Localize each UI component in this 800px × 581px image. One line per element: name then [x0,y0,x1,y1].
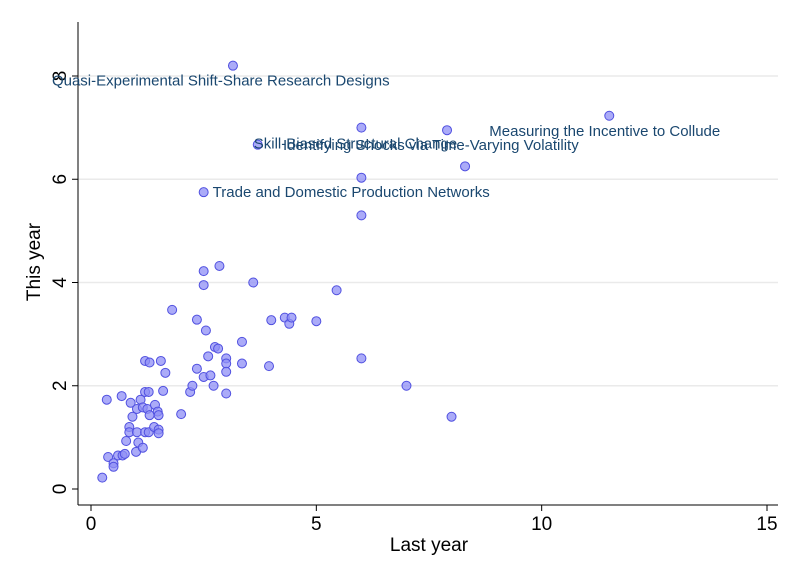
scatter-point [266,315,277,326]
y-axis-title: This year [24,222,45,301]
x-tick-label: 10 [531,514,552,535]
scatter-point [198,187,209,198]
point-annotation: Trade and Domestic Production Networks [213,184,490,201]
scatter-point [97,472,108,483]
scatter-point [286,312,297,323]
scatter-point [160,367,171,378]
axes [77,22,778,506]
scatter-point [137,442,148,453]
scatter-point [264,361,275,372]
point-annotation: Quasi-Experimental Shift-Share Research … [52,73,390,90]
scatter-point [187,380,198,391]
point-annotation: Skill-Biased Structural Change [254,136,457,153]
scatter-point [401,380,412,391]
y-ticks: 0 2 4 6 8 [50,71,78,495]
y-tick-label: 0 [50,484,71,495]
y-tick-label: 6 [50,174,71,185]
scatter-point [158,385,169,396]
scatter-point [221,388,232,399]
scatter-point [176,409,187,420]
scatter-point [356,210,367,221]
scatter-point [203,351,214,362]
scatter-point [119,448,130,459]
scatter-point [144,357,155,368]
x-tick-label: 5 [311,514,322,535]
scatter-point [116,391,127,402]
scatter-point [103,451,114,462]
data-points [97,60,615,483]
scatter-point [356,172,367,183]
scatter-point [191,363,202,374]
x-ticks: 0 5 10 15 [86,505,778,535]
x-axis-title: Last year [390,535,469,556]
scatter-point [121,435,132,446]
scatter-point [248,277,259,288]
scatter-point [252,139,263,150]
scatter-point [108,461,119,472]
scatter-point [127,411,138,422]
scatter-point [446,411,457,422]
scatter-point [200,325,211,336]
scatter-point [331,285,342,296]
scatter-point [356,122,367,133]
annotations: Quasi-Experimental Shift-Share Research … [52,73,720,201]
scatter-point [125,397,136,408]
scatter-point [356,353,367,364]
scatter-point [604,110,615,121]
scatter-point [205,370,216,381]
scatter-point [442,125,453,136]
scatter-point [101,394,112,405]
point-annotation: Identifying Shocks via Time-Varying Vola… [283,137,579,154]
scatter-point [236,358,247,369]
y-tick-label: 2 [50,380,71,391]
scatter-point [236,336,247,347]
scatter-point [153,428,164,439]
scatter-point [198,266,209,277]
scatter-point [167,304,178,315]
scatter-point [460,161,471,172]
scatter-point [221,366,232,377]
grid-lines [78,75,778,387]
point-annotation: Measuring the Incentive to Collude [489,123,720,140]
scatter-point [155,355,166,366]
scatter-point [143,386,154,397]
scatter-point [191,314,202,325]
scatter-point [214,260,225,271]
scatter-point [153,410,164,421]
scatter-point [208,380,219,391]
scatter-point [227,60,238,71]
x-tick-label: 0 [86,514,97,535]
scatter-point [213,343,224,354]
x-tick-label: 15 [756,514,777,535]
scatter-point [311,316,322,327]
y-tick-label: 8 [50,71,71,82]
scatter-point [221,358,232,369]
scatter-point [198,280,209,291]
y-tick-label: 4 [50,277,71,288]
